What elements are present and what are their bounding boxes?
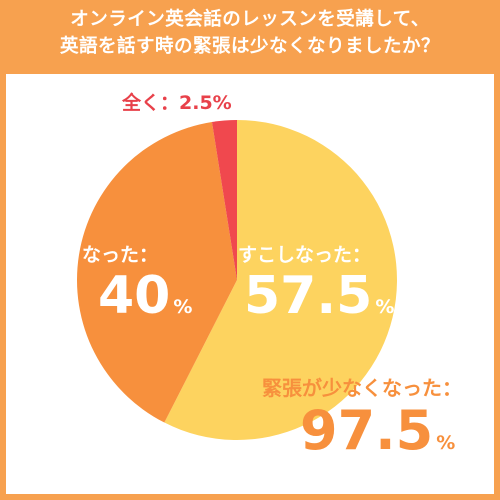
percent-sign: % <box>436 432 456 454</box>
label-sukoshi-natta: すこしなった： <box>238 244 372 266</box>
label-natta: なった： <box>82 244 159 266</box>
pie-slice-1 <box>77 121 237 423</box>
label-mattaku: 全く：2.5% <box>122 92 232 114</box>
label-kincho-sukunaku: 緊張が少なくなった： <box>262 376 462 400</box>
chart-title-banner: オンライン英会話のレッスンを受講して、 英語を話す時の緊張は少なくなりましたか？ <box>0 0 500 74</box>
percent-sign: % <box>173 296 193 318</box>
value-natta-number: 40 <box>98 266 171 326</box>
pie-slice-2 <box>211 120 237 280</box>
title-line-2: 英語を話す時の緊張は少なくなりましたか？ <box>59 36 440 57</box>
value-total-number: 97.5 <box>300 399 434 462</box>
percent-sign: % <box>375 296 395 318</box>
value-kincho-sukunaku: 97.5% <box>300 400 455 474</box>
value-natta: 40% <box>98 266 192 337</box>
pie-slice-0 <box>164 120 397 440</box>
title-line-1: オンライン英会話のレッスンを受講して、 <box>70 9 430 30</box>
value-sukoshi-natta: 57.5% <box>244 266 394 337</box>
pie-slices <box>77 120 397 440</box>
value-sukoshi-number: 57.5 <box>244 266 373 326</box>
